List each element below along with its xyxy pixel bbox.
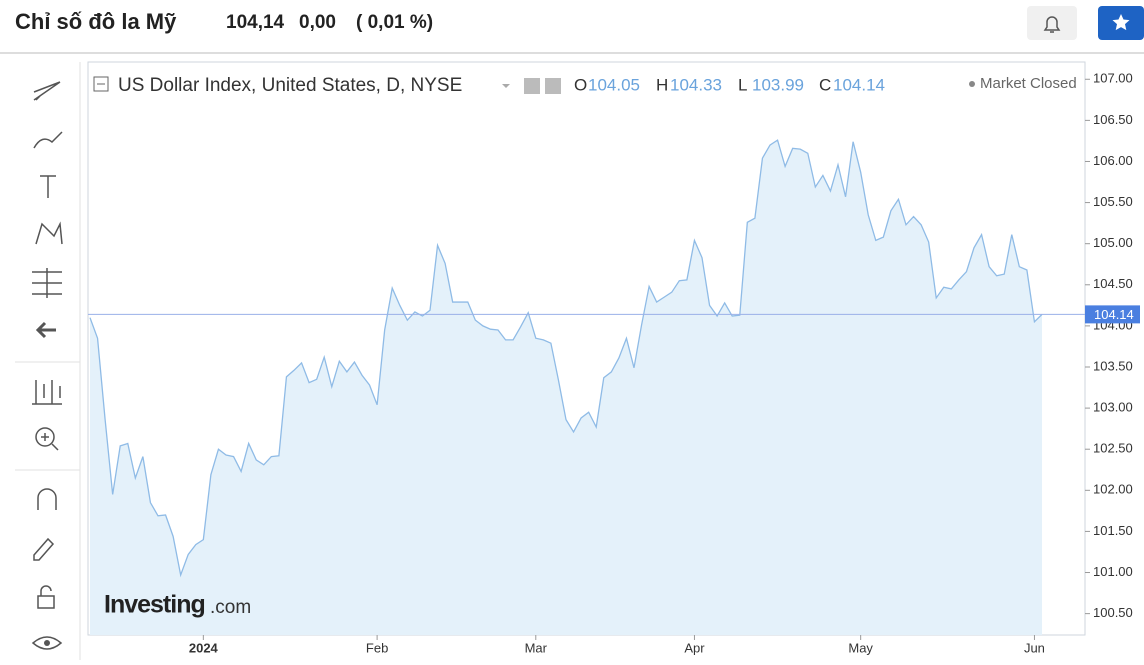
- y-tick-label: 102.00: [1093, 482, 1133, 497]
- x-tick-label: Jun: [1024, 640, 1045, 655]
- y-tick-label: 100.50: [1093, 605, 1133, 620]
- y-tick-label: 102.50: [1093, 441, 1133, 456]
- fib-tool[interactable]: [32, 268, 62, 298]
- x-tick-label: May: [848, 640, 873, 655]
- x-tick-label: Apr: [684, 640, 705, 655]
- area-fill: [90, 140, 1042, 635]
- alert-button[interactable]: [1027, 6, 1077, 40]
- ohlc-value: 104.33: [670, 75, 722, 94]
- x-tick-label: Mar: [525, 640, 548, 655]
- unlock-tool[interactable]: [37, 585, 55, 609]
- market-status: Market Closed: [980, 75, 1077, 92]
- alert-bg[interactable]: [1027, 6, 1077, 40]
- status-dot: [969, 81, 975, 87]
- watermark-suffix: .com: [210, 597, 251, 618]
- y-tick-label: 104.50: [1093, 276, 1133, 291]
- price-line: [89, 139, 1043, 578]
- watchlist-button[interactable]: [1098, 6, 1144, 40]
- toolbar: [15, 62, 81, 660]
- ohlc-key: H: [656, 75, 668, 94]
- lock-draw-tool[interactable]: [33, 537, 55, 561]
- y-tick-label: 106.00: [1093, 153, 1133, 168]
- ohlc-key: C: [819, 75, 831, 94]
- y-tick-label: 107.00: [1093, 71, 1133, 86]
- eye-pupil: [44, 640, 50, 646]
- y-tick-label: 105.00: [1093, 235, 1133, 250]
- plot: [88, 139, 1085, 635]
- x-tick-label: 2024: [189, 640, 219, 655]
- magnet-tool[interactable]: [37, 488, 57, 510]
- text-tool[interactable]: [40, 175, 56, 198]
- zoom-handle: [41, 433, 59, 451]
- last-value-tag: [1085, 305, 1140, 324]
- dropdown-arrow[interactable]: [502, 84, 510, 88]
- y-tick-label: 105.50: [1093, 194, 1133, 209]
- ohlc-key: O: [574, 75, 587, 94]
- change: 0,00: [299, 12, 336, 33]
- y-tick-label: 103.50: [1093, 358, 1133, 373]
- change-pct: ( 0,01 %): [356, 12, 433, 33]
- ohlc-key: L: [738, 75, 747, 94]
- ohlc-value: 104.05: [588, 75, 640, 94]
- trend-tool[interactable]: [33, 81, 61, 101]
- brush-tool[interactable]: [33, 131, 63, 149]
- pattern-tool[interactable]: [35, 221, 63, 245]
- eye-tool[interactable]: [31, 636, 63, 650]
- ohlc-value: 104.14: [833, 75, 885, 94]
- legend-instrument: US Dollar Index, United States, D, NYSE: [118, 75, 462, 96]
- price: 104,14: [226, 12, 285, 33]
- settings-icon[interactable]: [524, 78, 540, 94]
- page-title: Chỉ số đô la Mỹ: [15, 9, 177, 34]
- zoom-tool[interactable]: [35, 427, 55, 447]
- star-icon[interactable]: [1112, 14, 1130, 31]
- bell-icon[interactable]: [1043, 16, 1061, 33]
- x-tick-label: Feb: [366, 640, 388, 655]
- back-tool[interactable]: [35, 321, 56, 339]
- ohlc-value: 103.99: [752, 75, 804, 94]
- ohlc-legend: O 104.05 H 104.33 L 103.99 C 104.14: [574, 75, 885, 94]
- last-value-label: 104.14: [1094, 307, 1134, 322]
- settings-icon[interactable]: [545, 78, 561, 94]
- y-tick-label: 103.00: [1093, 400, 1133, 415]
- y-tick-label: 101.50: [1093, 523, 1133, 538]
- y-tick-label: 106.50: [1093, 112, 1133, 127]
- header-bar: [0, 0, 1144, 52]
- collapse-box[interactable]: [93, 76, 109, 92]
- candles-tool[interactable]: [32, 380, 62, 405]
- watermark-brand: Investing: [104, 591, 205, 619]
- y-tick-label: 101.00: [1093, 564, 1133, 579]
